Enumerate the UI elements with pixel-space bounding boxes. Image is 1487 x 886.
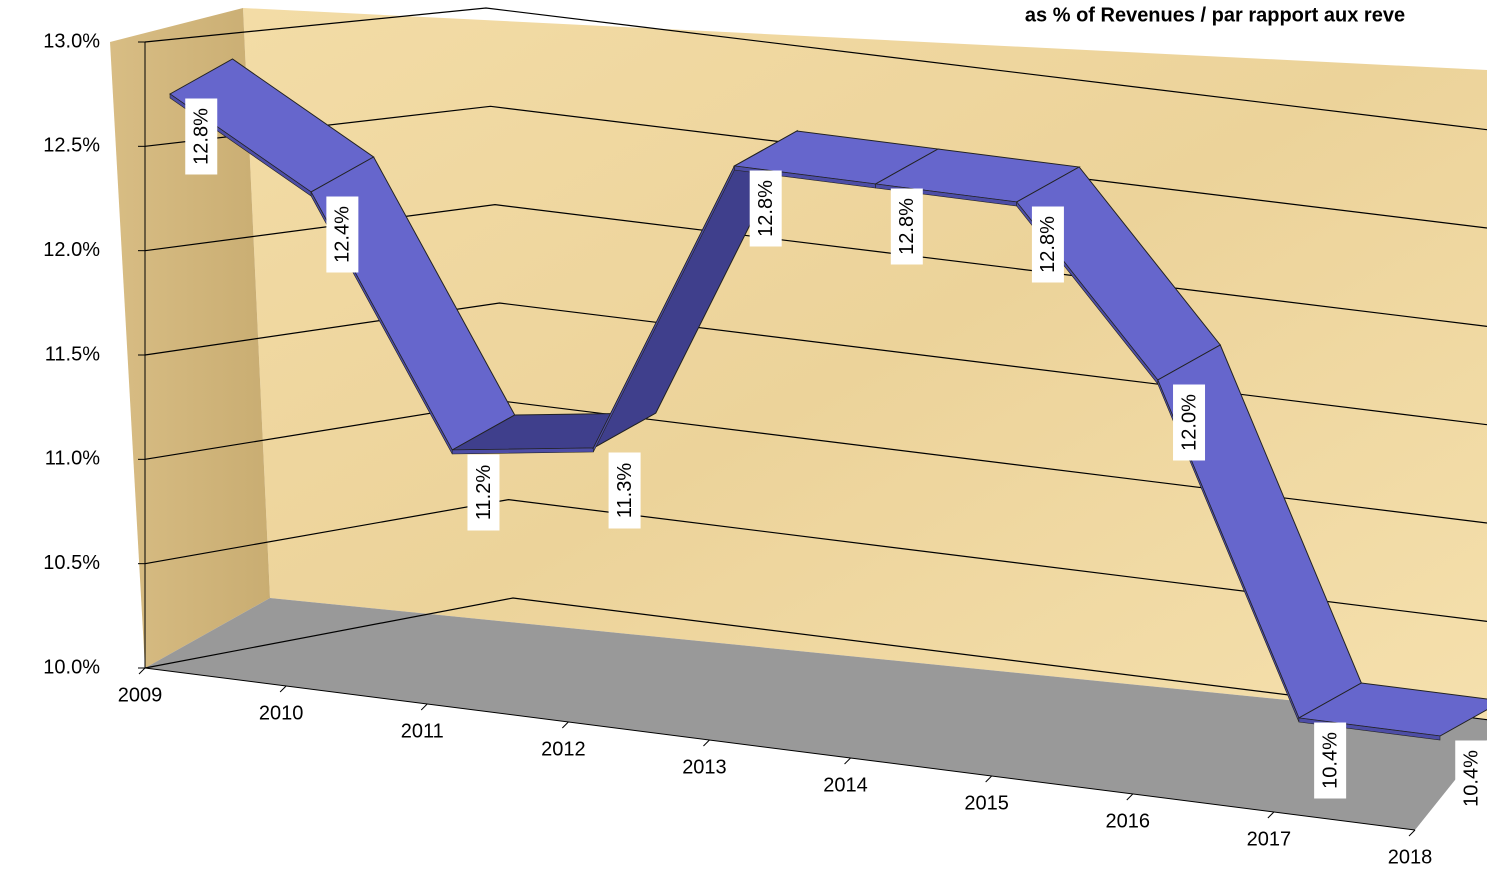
x-axis xyxy=(144,667,1416,831)
y-tick-label: 10.0% xyxy=(43,656,100,678)
data-label-box xyxy=(749,170,782,247)
x-tick xyxy=(420,703,428,711)
y-tick-label: 11.5% xyxy=(45,343,100,365)
y-tick-label: 11.0% xyxy=(45,448,100,470)
x-tick-label: 2016 xyxy=(1106,810,1151,832)
chart-title: as % of Revenues / par rapport aux reve xyxy=(1025,4,1405,26)
data-label-box xyxy=(1455,740,1487,817)
data-label: 12.8% xyxy=(749,170,782,247)
data-label: 10.4% xyxy=(1314,722,1347,799)
x-tick xyxy=(561,721,569,729)
x-tick xyxy=(279,685,287,693)
data-label-box xyxy=(890,188,923,265)
data-label-box xyxy=(1031,206,1064,283)
x-tick-label: 2010 xyxy=(259,702,304,724)
x-tick-label: 2012 xyxy=(541,738,586,760)
data-label: 12.0% xyxy=(1173,384,1206,461)
data-label-text: 12.8% xyxy=(191,108,213,165)
data-label-text: 12.4% xyxy=(332,206,354,263)
x-tick-label: 2014 xyxy=(823,774,868,796)
data-label-box xyxy=(326,196,359,273)
x-tick xyxy=(1267,811,1275,819)
data-label: 11.2% xyxy=(467,454,500,531)
y-tick-label: 12.5% xyxy=(43,135,100,157)
data-label: 10.4% xyxy=(1455,740,1487,817)
y-tick-label: 12.0% xyxy=(43,239,100,261)
data-label-text: 11.2% xyxy=(473,465,495,520)
data-label-text: 12.0% xyxy=(1178,394,1200,451)
back-wall xyxy=(243,8,1487,720)
grid-line xyxy=(144,499,1487,622)
data-label-text: 12.8% xyxy=(1037,216,1059,273)
x-tick-label: 2013 xyxy=(682,756,727,778)
data-label-text: 11.3% xyxy=(614,463,636,518)
data-label-box xyxy=(1173,384,1206,461)
data-label-text: 12.8% xyxy=(755,180,777,237)
y-tick-label: 13.0% xyxy=(43,30,100,52)
data-label-box xyxy=(608,452,641,529)
x-tick xyxy=(138,667,146,675)
data-label: 11.3% xyxy=(608,452,641,529)
x-tick-label: 2015 xyxy=(964,792,1009,814)
x-tick xyxy=(1408,829,1416,837)
data-label-box xyxy=(467,454,500,531)
x-tick xyxy=(985,775,993,783)
y-tick-label: 10.5% xyxy=(43,552,100,574)
grid-line xyxy=(144,7,1487,131)
x-tick-label: 2011 xyxy=(401,720,444,742)
data-label: 12.8% xyxy=(1031,206,1064,283)
data-label-box xyxy=(185,98,218,175)
floor xyxy=(145,598,1487,830)
side-wall xyxy=(110,8,270,668)
x-tick xyxy=(844,757,851,765)
x-tick-label: 2017 xyxy=(1247,828,1292,850)
x-tick xyxy=(703,739,710,747)
data-label: 12.8% xyxy=(890,188,923,265)
data-label: 12.4% xyxy=(326,196,359,273)
x-tick-label: 2009 xyxy=(118,684,163,706)
x-tick xyxy=(1126,793,1134,801)
data-label: 12.8% xyxy=(185,98,218,175)
data-label-text: 10.4% xyxy=(1319,732,1341,789)
data-label-text: 12.8% xyxy=(896,198,918,255)
data-label-box xyxy=(1314,722,1347,799)
data-label-text: 10.4% xyxy=(1461,750,1483,807)
x-tick-label: 2018 xyxy=(1388,846,1433,868)
grid-line xyxy=(144,597,1487,721)
